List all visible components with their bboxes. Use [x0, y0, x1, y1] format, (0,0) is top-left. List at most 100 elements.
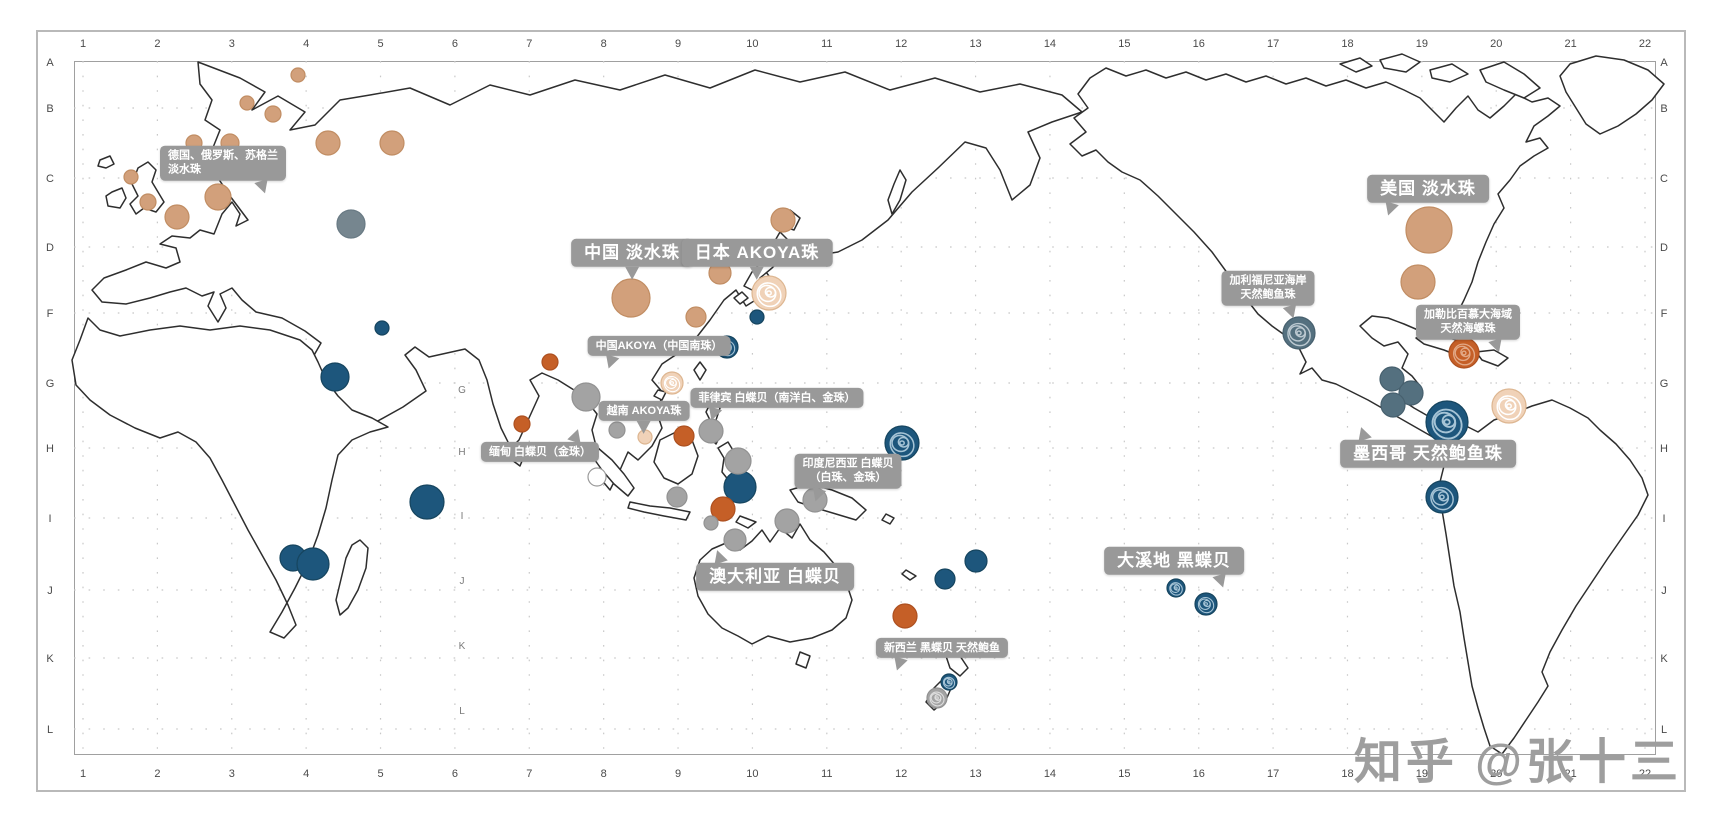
madagascar-outline: [335, 539, 369, 616]
greenland-outline: [1559, 55, 1665, 135]
marker-freshwater-england: [139, 193, 157, 211]
col-number-top: 16: [1193, 38, 1205, 50]
row-letter-left: K: [46, 653, 54, 665]
taiwan-outline: [693, 361, 707, 381]
marker-tahiti-pearl-1: [1166, 578, 1186, 598]
marker-freshwater-russia-1: [239, 95, 255, 111]
marker-java-gray: [666, 486, 688, 508]
row-letter-right: G: [1660, 378, 1669, 390]
col-number-top: 18: [1341, 38, 1353, 50]
row-letter-left: B: [46, 103, 53, 115]
iceland-outline: [97, 155, 115, 169]
col-number-bottom: 13: [969, 768, 981, 780]
row-letter-right: I: [1662, 513, 1665, 525]
row-letter-interior: H: [458, 447, 465, 458]
row-letter-right: B: [1660, 103, 1667, 115]
marker-caspian-bluegray: [336, 209, 366, 239]
col-number-top: 20: [1490, 38, 1502, 50]
col-number-bottom: 17: [1267, 768, 1279, 780]
row-letter-interior: J: [460, 576, 465, 587]
map-label-mexico-abalone: 墨西哥 天然鲍鱼珠: [1340, 439, 1516, 469]
marker-japan-south-blue: [749, 309, 765, 325]
marker-arafura-gray: [774, 508, 800, 534]
marker-se-africa-blue-2: [296, 547, 330, 581]
arctic-island-1: [1339, 57, 1373, 73]
col-number-bottom: 15: [1118, 768, 1130, 780]
marker-coral-sea-blue-1: [964, 549, 988, 573]
map-label-indonesia: 印度尼西亚 白蝶贝 （白珠、金珠）: [794, 453, 902, 489]
col-number-bottom: 8: [601, 768, 607, 780]
col-number-top: 12: [895, 38, 907, 50]
col-number-bottom: 22: [1639, 768, 1651, 780]
col-number-top: 11: [821, 38, 832, 50]
col-number-top: 9: [675, 38, 681, 50]
col-number-bottom: 4: [303, 768, 309, 780]
marker-freshwater-china-east: [685, 306, 707, 328]
row-letter-right: L: [1661, 724, 1667, 736]
col-number-bottom: 5: [377, 768, 383, 780]
marker-freshwater-usa-small: [1400, 264, 1436, 300]
map-label-germany-russia-scotland: 德国、俄罗斯、苏格兰 淡水珠: [160, 145, 286, 181]
map-label-tahiti: 大溪地 黑蝶贝: [1104, 546, 1244, 576]
col-number-bottom: 19: [1416, 768, 1428, 780]
map-label-china-akoya: 中国AKOYA（中国南珠）: [587, 335, 731, 357]
map-label-line: 中国 淡水珠: [584, 242, 680, 262]
col-number-top: 22: [1639, 38, 1651, 50]
col-number-top: 1: [80, 38, 86, 50]
col-number-top: 2: [154, 38, 160, 50]
marker-central-america-slate-2: [1398, 380, 1424, 406]
timor-outline: [735, 515, 757, 529]
marker-timor-gray: [703, 515, 719, 531]
marker-new-caledonia-orange: [892, 603, 918, 629]
java-outline: [627, 501, 691, 521]
map-label-line: 大溪地 黑蝶贝: [1117, 550, 1231, 570]
map-label-philippines: 菲律宾 白蝶贝（南洋白、金珠）: [690, 387, 864, 409]
col-number-top: 7: [526, 38, 532, 50]
map-label-california: 加利福尼亚海岸 天然鲍鱼珠: [1221, 270, 1315, 306]
row-letter-interior: K: [459, 641, 466, 652]
map-label-line: 加勒比百慕大海域: [1424, 308, 1512, 321]
marker-philippines-gray: [698, 418, 724, 444]
marker-caribbean-conch: [1448, 337, 1480, 369]
row-letter-left: F: [47, 308, 54, 320]
marker-freshwater-hokkaido: [770, 207, 796, 233]
map-label-line: 天然海螺珠: [1440, 323, 1496, 335]
col-number-top: 21: [1564, 38, 1576, 50]
marker-sumatra-white: [587, 467, 607, 487]
marker-nw-australia-gray: [723, 528, 747, 552]
row-letter-right: C: [1660, 173, 1668, 185]
marker-freshwater-china-big: [611, 278, 651, 318]
row-letter-left: I: [48, 513, 51, 525]
arctic-island-2: [1379, 53, 1421, 73]
marker-ne-india-orange: [541, 353, 559, 371]
marker-freshwater-usa-big: [1405, 206, 1453, 254]
map-label-line: 日本 AKOYA珠: [694, 242, 820, 262]
marker-freshwater-scotland: [123, 169, 139, 185]
col-number-bottom: 7: [526, 768, 532, 780]
col-number-bottom: 3: [229, 768, 235, 780]
col-number-bottom: 12: [895, 768, 907, 780]
marker-freshwater-kola: [290, 67, 306, 83]
marker-california-abalone: [1282, 316, 1316, 350]
col-number-bottom: 2: [154, 768, 160, 780]
row-letter-interior: G: [458, 385, 466, 396]
watermark: 知乎 @张十三: [1353, 736, 1682, 789]
row-letter-right: H: [1660, 443, 1668, 455]
marker-banda-sea-orange: [710, 496, 736, 522]
col-number-bottom: 16: [1193, 768, 1205, 780]
new-caledonia-outline: [901, 569, 917, 581]
marker-nz-pearl-blue: [940, 673, 958, 691]
col-number-bottom: 10: [746, 768, 758, 780]
col-number-bottom: 14: [1044, 768, 1056, 780]
col-number-bottom: 9: [675, 768, 681, 780]
row-letter-right: A: [1660, 57, 1668, 69]
north-america-outline: [1069, 67, 1561, 449]
map-label-usa-freshwater: 美国 淡水珠: [1367, 174, 1489, 204]
marker-freshwater-germany: [204, 183, 232, 211]
japan-kyushu: [733, 291, 749, 305]
marker-thailand-gray: [608, 421, 626, 439]
col-number-top: 10: [746, 38, 758, 50]
marker-japan-akoya-pearl: [751, 275, 787, 311]
row-letter-left: J: [47, 585, 53, 597]
